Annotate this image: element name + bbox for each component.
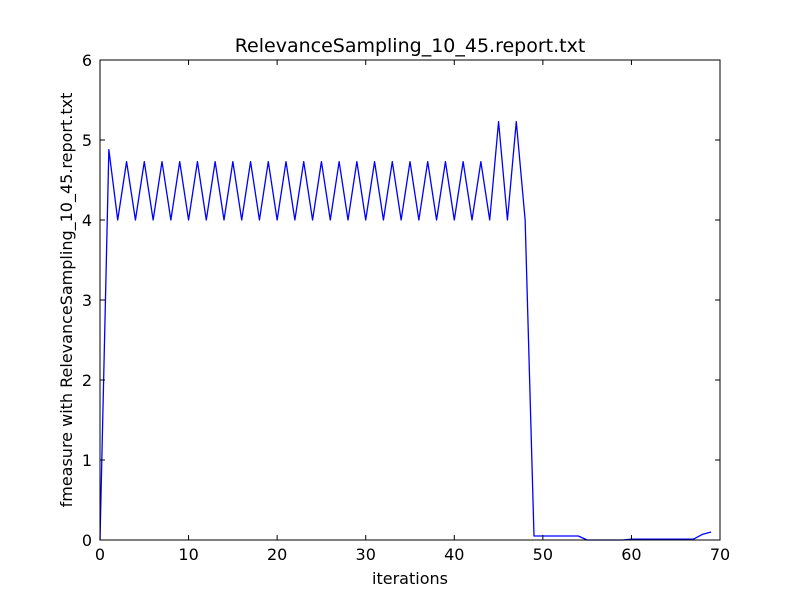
- y-tick-label: 6: [82, 51, 92, 70]
- x-tick-label: 20: [267, 545, 287, 564]
- x-tick-label: 40: [444, 545, 464, 564]
- x-axis-label: iterations: [372, 569, 448, 588]
- y-tick-label: 3: [82, 291, 92, 310]
- y-tick-label: 0: [82, 531, 92, 550]
- x-tick-label: 50: [533, 545, 553, 564]
- y-axis-label: fmeasure with RelevanceSampling_10_45.re…: [57, 93, 77, 508]
- axis-ticks: 0 10 20 30 40 50 60 70 0 1 2 3 4 5 6: [82, 51, 730, 564]
- chart-title: RelevanceSampling_10_45.report.txt: [235, 35, 586, 57]
- y-tick-label: 2: [82, 371, 92, 390]
- y-tick-label: 1: [82, 451, 92, 470]
- y-tick-label: 5: [82, 131, 92, 150]
- x-tick-label: 0: [95, 545, 105, 564]
- y-tick-label: 4: [82, 211, 92, 230]
- x-tick-label: 10: [178, 545, 198, 564]
- x-tick-label: 60: [621, 545, 641, 564]
- x-tick-label: 30: [356, 545, 376, 564]
- x-tick-label: 70: [710, 545, 730, 564]
